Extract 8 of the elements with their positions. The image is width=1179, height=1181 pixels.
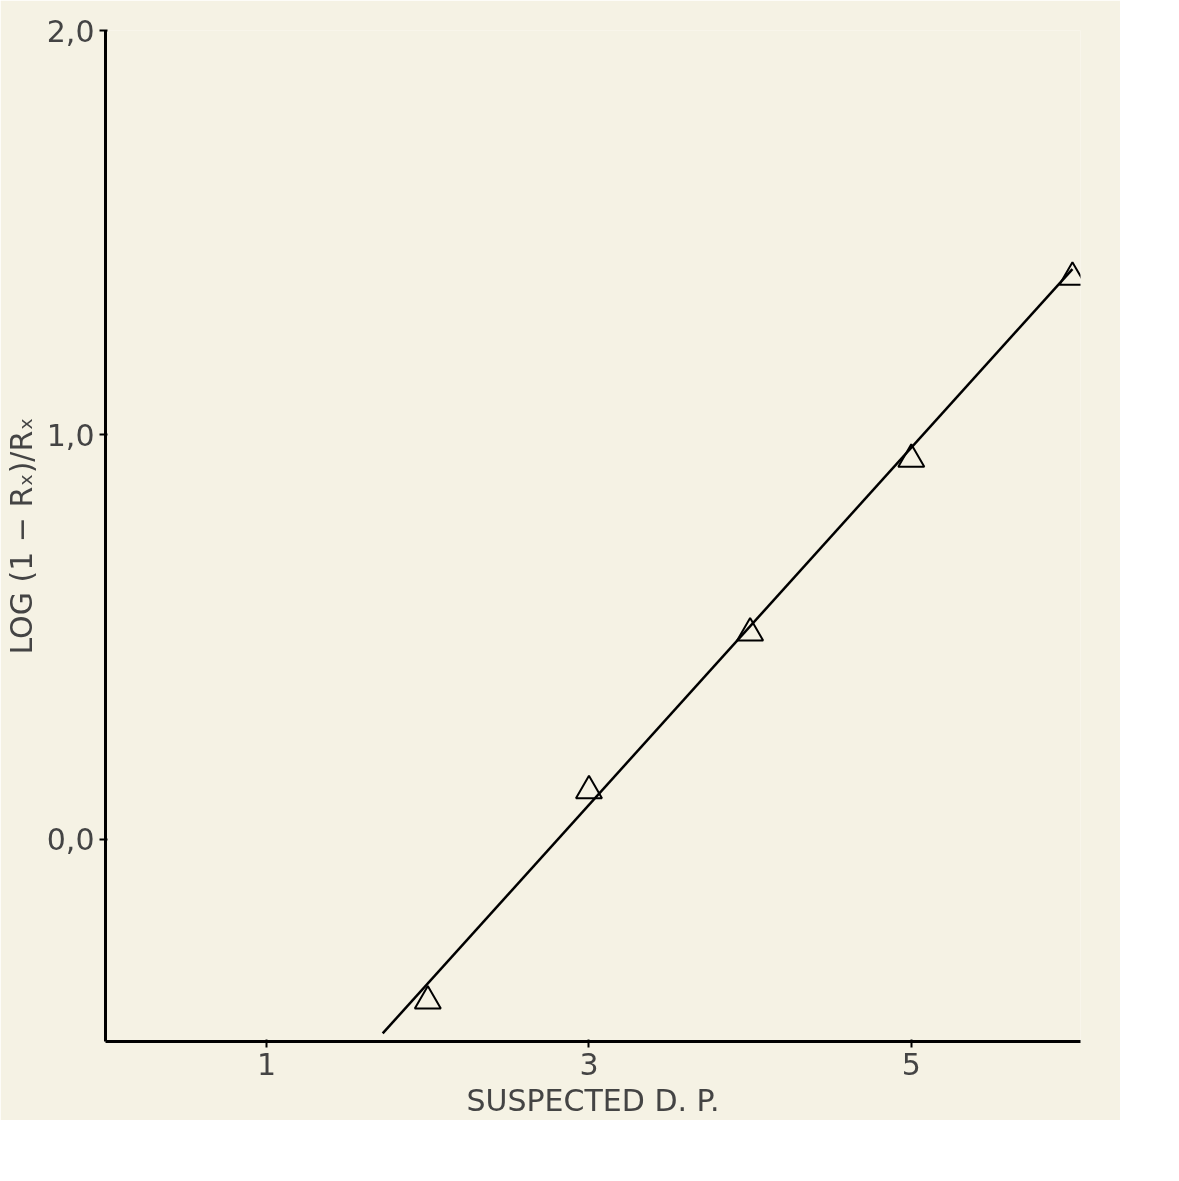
y-axis-title: LOG (1 − Rₓ)/Rₓ bbox=[3, 417, 39, 655]
y-tick-label: 2,0 bbox=[46, 13, 95, 49]
x-tick-label: 1 bbox=[257, 1046, 277, 1082]
y-tick-label: 1,0 bbox=[46, 417, 95, 453]
x-tick-label: 3 bbox=[579, 1046, 599, 1082]
y-tick-label: 0,0 bbox=[46, 822, 95, 858]
x-tick-label: 5 bbox=[901, 1046, 921, 1082]
x-axis-title: SUSPECTED D. P. bbox=[466, 1082, 720, 1118]
